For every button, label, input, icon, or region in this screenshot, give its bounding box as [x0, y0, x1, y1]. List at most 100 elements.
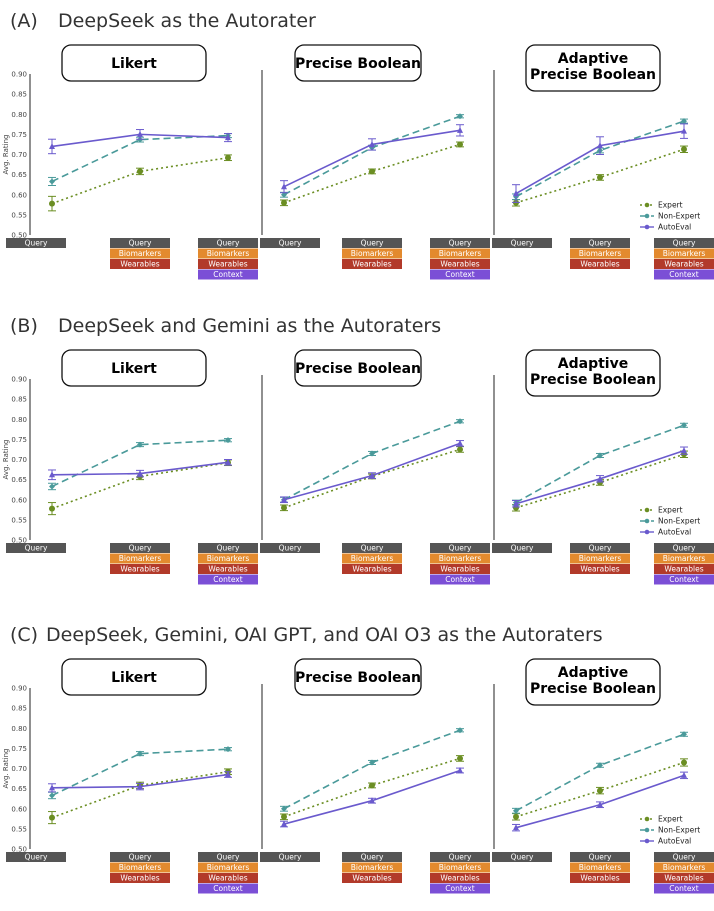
- data-point-autoeval: [457, 439, 463, 446]
- y-tick-label: 0.55: [11, 825, 27, 833]
- section-label: (B): [10, 315, 38, 337]
- condition-tag-label: Wearables: [120, 260, 159, 269]
- condition-tag-label: Wearables: [580, 565, 619, 574]
- condition-tag-biomarkers: [430, 553, 490, 564]
- y-tick-label: 0.75: [11, 436, 27, 444]
- condition-tag-label: Query: [129, 544, 152, 553]
- legend-label: AutoEval: [658, 837, 691, 846]
- condition-tag-query: [570, 852, 630, 862]
- y-tick-label: 0.50: [11, 537, 27, 545]
- condition-tag-label: Context: [669, 575, 698, 584]
- condition-tag-label: Context: [445, 575, 474, 584]
- condition-tag-label: Wearables: [352, 565, 391, 574]
- legend-marker: [644, 213, 650, 219]
- condition-tag-query: [6, 238, 66, 248]
- condition-tag-query: [6, 852, 66, 862]
- condition-tag-label: Wearables: [120, 565, 159, 574]
- condition-tag-label: Query: [589, 544, 612, 553]
- y-tick-label: 0.50: [11, 846, 27, 854]
- condition-tag-label: Wearables: [664, 260, 703, 269]
- panel-title: Likert: [111, 670, 157, 686]
- y-tick-label: 0.65: [11, 171, 27, 179]
- condition-tag-label: Biomarkers: [351, 249, 394, 258]
- condition-tag-label: Wearables: [208, 874, 247, 883]
- condition-tag-query: [342, 543, 402, 553]
- condition-tag-query: [260, 238, 320, 248]
- data-point-autoeval: [225, 134, 231, 141]
- legend-marker: [644, 518, 650, 524]
- data-point-expert: [513, 504, 519, 511]
- condition-tag-label: Query: [673, 544, 696, 553]
- condition-tag-biomarkers: [654, 248, 714, 259]
- panel-title-box: [294, 44, 422, 82]
- y-tick-label: 0.85: [11, 705, 27, 713]
- condition-tag-label: Wearables: [440, 260, 479, 269]
- series-line-expert: [51, 770, 229, 819]
- y-axis-label: Avg. Rating: [2, 440, 10, 480]
- data-point-non_expert: [681, 422, 687, 429]
- condition-tag-label: Biomarkers: [119, 863, 162, 872]
- data-point-expert: [49, 200, 55, 207]
- section-label: (C): [10, 624, 38, 646]
- y-tick-label: 0.70: [11, 151, 27, 159]
- data-point-expert: [49, 814, 55, 821]
- condition-tag-label: Query: [279, 853, 302, 862]
- legend-label: Non-Expert: [658, 826, 700, 835]
- condition-tag-label: Query: [217, 239, 240, 248]
- condition-tag-biomarkers: [198, 862, 258, 873]
- data-point-expert: [137, 168, 143, 175]
- data-point-autoeval: [49, 142, 55, 149]
- data-point-autoeval: [513, 500, 519, 507]
- legend-label: AutoEval: [658, 528, 691, 537]
- condition-tag-context: [430, 269, 490, 280]
- data-point-non_expert: [49, 178, 55, 185]
- data-point-autoeval: [457, 126, 463, 133]
- condition-tag-biomarkers: [110, 553, 170, 564]
- section-a: (A) DeepSeek as the Autorater 0.50 0.55 0.60…: [2, 10, 714, 280]
- data-point-non_expert: [513, 807, 519, 814]
- panel-title-box: [61, 349, 207, 387]
- y-axis-label: Avg. Rating: [2, 135, 10, 175]
- data-point-non_expert: [681, 118, 687, 125]
- condition-tag-label: Query: [361, 239, 384, 248]
- legend-label: Non-Expert: [658, 517, 700, 526]
- condition-tag-label: Wearables: [208, 260, 247, 269]
- condition-tag-label: Context: [213, 575, 242, 584]
- data-point-expert: [681, 146, 687, 153]
- condition-tag-label: Query: [449, 544, 472, 553]
- condition-tag-label: Biomarkers: [119, 249, 162, 258]
- data-point-non_expert: [597, 452, 603, 459]
- data-point-expert: [281, 199, 287, 206]
- data-point-expert: [281, 504, 287, 511]
- condition-tag-label: Context: [213, 884, 242, 893]
- data-point-non_expert: [225, 437, 231, 444]
- data-point-autoeval: [369, 797, 375, 804]
- data-point-non_expert: [457, 727, 463, 734]
- condition-tag-query: [654, 852, 714, 862]
- condition-tag-wearables: [430, 259, 490, 269]
- series-line-non_expert: [515, 120, 685, 198]
- condition-tag-label: Query: [449, 239, 472, 248]
- series-line-expert: [515, 453, 685, 509]
- condition-tag-label: Wearables: [664, 565, 703, 574]
- data-point-autoeval: [681, 771, 687, 778]
- data-point-non_expert: [49, 483, 55, 490]
- condition-tag-wearables: [342, 873, 402, 883]
- condition-tag-label: Query: [129, 239, 152, 248]
- data-point-non_expert: [281, 191, 287, 198]
- y-tick-label: 0.55: [11, 516, 27, 524]
- condition-tag-context: [198, 269, 258, 280]
- data-point-expert: [513, 813, 519, 820]
- data-point-non_expert: [457, 113, 463, 120]
- data-point-non_expert: [369, 759, 375, 766]
- condition-tag-label: Query: [279, 239, 302, 248]
- data-point-expert: [681, 759, 687, 766]
- y-tick-label: 0.55: [11, 211, 27, 219]
